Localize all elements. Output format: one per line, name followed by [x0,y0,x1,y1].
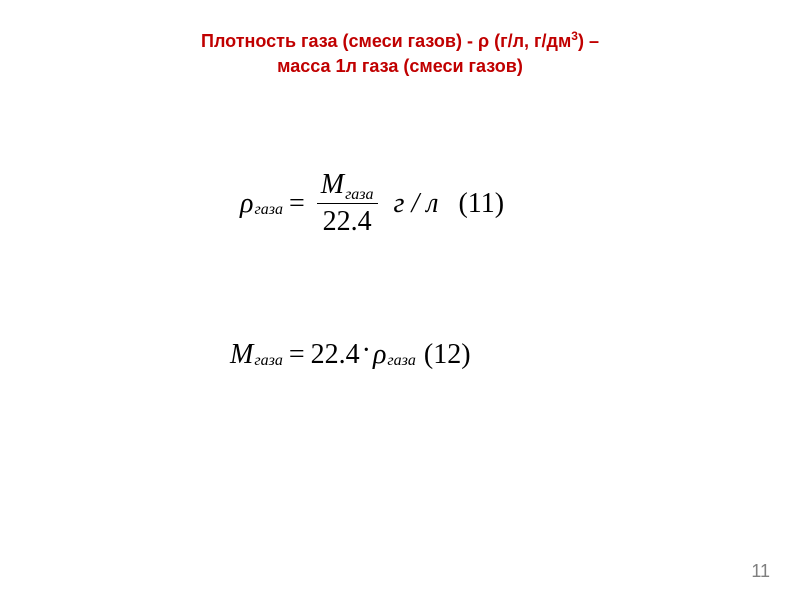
page-number: 11 [751,561,770,582]
eq1-num-symbol: M [321,169,344,201]
eq1-lhs-symbol: ρ [240,188,253,220]
eq1-numerator: M газа [317,169,378,203]
eq1-num-subscript: газа [345,186,373,204]
eq2-rhs-subscript: газа [387,352,415,370]
eq1-lhs-subscript: газа [254,201,282,219]
eq2-const: 22.4 [311,339,360,371]
eq1-denominator: 22.4 [323,204,372,238]
equation-12: M газа = 22.4 · ρ газа (12) [230,339,471,371]
eq2-lhs-symbol: M [230,339,253,371]
title-line1-part1: Плотность газа (смеси газов) - ρ (г/л, г… [201,31,571,51]
title-line1-part2: ) – [578,31,599,51]
slide-title: Плотность газа (смеси газов) - ρ (г/л, г… [0,0,800,79]
equation-11: ρ газа = M газа 22.4 г / л (11) [240,169,504,238]
eq1-fraction: M газа 22.4 [317,169,378,238]
title-superscript: 3 [571,29,578,43]
eq1-unit: г / л [394,188,439,220]
eq2-dot: · [362,335,371,367]
eq1-equals: = [289,188,305,220]
eq2-rhs-symbol: ρ [373,339,386,371]
eq1-number: (11) [458,188,504,220]
title-line2: масса 1л газа (смеси газов) [277,56,523,76]
eq2-lhs-subscript: газа [254,352,282,370]
eq2-equals: = [289,339,305,371]
eq2-number: (12) [424,339,471,371]
equation-area: ρ газа = M газа 22.4 г / л (11) M газа =… [0,79,800,479]
